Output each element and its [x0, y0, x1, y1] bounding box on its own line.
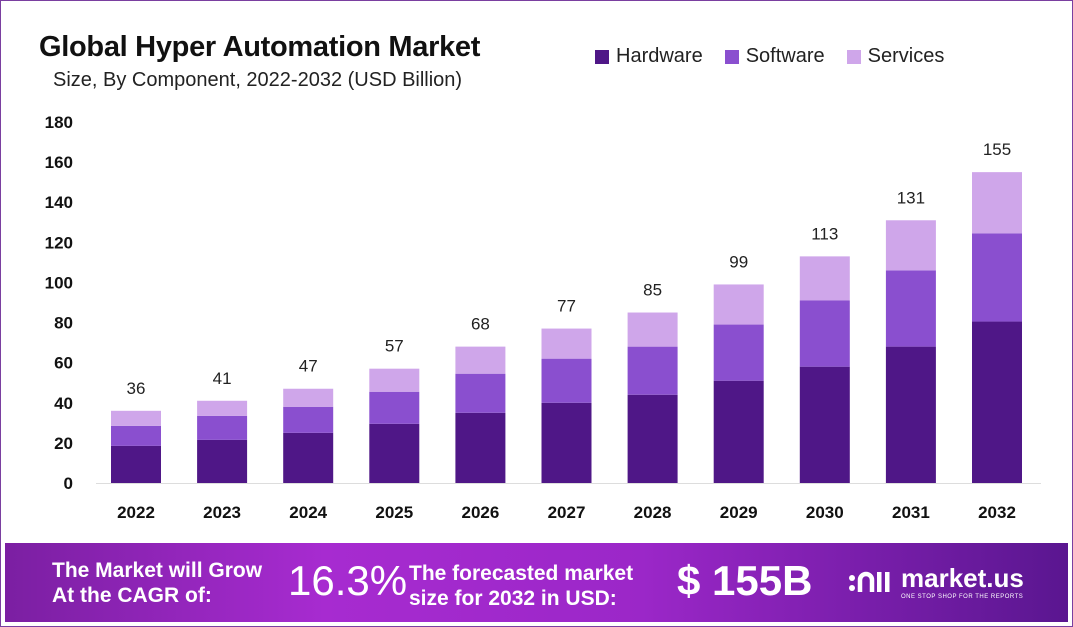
- x-tick-label: 2026: [461, 503, 499, 522]
- marketus-logo: market.us ONE STOP SHOP FOR THE REPORTS: [847, 563, 1024, 600]
- y-tick-label: 60: [54, 354, 73, 373]
- bar-segment-services: [885, 220, 936, 271]
- x-tick-label: 2031: [892, 503, 930, 522]
- bar-segment-services: [369, 368, 420, 392]
- bar-segment-software: [197, 415, 248, 440]
- bar-segment-hardware: [111, 445, 161, 483]
- bar-segment-services: [455, 346, 506, 374]
- total-label: 47: [299, 357, 318, 376]
- total-label: 99: [729, 252, 748, 271]
- bar-segment-software: [541, 358, 592, 403]
- bar-segment-hardware: [885, 346, 936, 483]
- bar-segment-software: [283, 406, 334, 433]
- legend-label: Software: [745, 45, 825, 67]
- bar-segment-services: [197, 400, 248, 416]
- bar-segment-services: [627, 312, 678, 347]
- footer-banner: The Market will Grow At the CAGR of: 16.3…: [5, 543, 1068, 622]
- total-label: 131: [897, 188, 925, 207]
- bar-segment-software: [713, 324, 764, 381]
- legend-item-software: Software: [724, 45, 825, 68]
- bar-segment-hardware: [627, 394, 678, 483]
- total-label: 113: [811, 224, 838, 243]
- chart-title: Global Hyper Automation Market: [39, 31, 481, 63]
- x-tick-label: 2028: [634, 503, 672, 522]
- bar-segment-services: [541, 328, 592, 359]
- bar-segment-software: [627, 346, 678, 395]
- bar-segment-software: [799, 300, 850, 367]
- bar-segment-hardware: [369, 423, 420, 483]
- total-label: 41: [213, 369, 232, 388]
- forecast-label: The forecasted market size for 2032 in US…: [409, 562, 634, 610]
- bar-segment-services: [111, 410, 161, 426]
- total-label: 36: [127, 379, 146, 398]
- bar-segment-software: [455, 373, 506, 413]
- legend: Hardware Software Services: [595, 45, 944, 68]
- bar-segment-hardware: [197, 439, 248, 483]
- bar-chart: 0 20 40 60 80 100 120 140 160 180 36 2022 41 2023 47 20…: [45, 113, 1041, 522]
- legend-swatch: [595, 49, 609, 64]
- bar-segment-software: [885, 270, 936, 347]
- x-tick-label: 2025: [375, 503, 413, 522]
- legend-item-hardware: Hardware: [595, 45, 703, 68]
- bar-segment-services: [713, 284, 764, 325]
- legend-item-services: Services: [846, 45, 945, 68]
- total-label: 77: [557, 297, 576, 316]
- bar-segment-services: [972, 172, 1022, 234]
- x-tick-label: 2030: [806, 503, 844, 522]
- bar-segment-software: [972, 233, 1022, 322]
- y-tick-label: 120: [45, 233, 73, 252]
- bar-segment-hardware: [541, 402, 592, 483]
- y-tick-label: 100: [45, 273, 73, 292]
- bar-segment-services: [283, 388, 334, 407]
- total-label: 57: [385, 337, 404, 356]
- x-tick-label: 2032: [978, 503, 1016, 522]
- y-tick-label: 80: [54, 314, 73, 333]
- forecast-value: $ 155B: [677, 557, 813, 604]
- x-tick-label: 2029: [720, 503, 758, 522]
- legend-label: Services: [867, 45, 945, 67]
- x-tick-label: 2023: [203, 503, 241, 522]
- y-tick-label: 160: [45, 153, 73, 172]
- bar-segment-hardware: [972, 321, 1022, 483]
- chart-subtitle: Size, By Component, 2022-2032 (USD Billi…: [53, 69, 463, 91]
- y-tick-label: 40: [54, 394, 73, 413]
- cagr-value: 16.3%: [288, 557, 408, 604]
- legend-swatch: [724, 49, 739, 64]
- bar-segment-hardware: [799, 366, 850, 483]
- y-tick-label: 20: [54, 434, 73, 453]
- x-tick-label: 2027: [548, 503, 586, 522]
- y-tick-label: 0: [64, 474, 73, 493]
- legend-label: Hardware: [616, 45, 703, 67]
- x-tick-label: 2024: [289, 503, 327, 522]
- logo-icon: [849, 571, 890, 592]
- bar-segment-hardware: [455, 412, 506, 483]
- bar-segment-software: [111, 425, 161, 446]
- bar-segment-hardware: [283, 432, 334, 483]
- total-label: 68: [471, 315, 490, 334]
- bar-segment-software: [369, 391, 420, 424]
- legend-swatch: [846, 49, 861, 64]
- bar-segment-services: [799, 256, 850, 301]
- y-tick-label: 140: [45, 193, 73, 212]
- x-tick-label: 2022: [117, 503, 155, 522]
- cagr-label: The Market will Grow At the CAGR of:: [52, 559, 263, 607]
- total-label: 85: [643, 281, 662, 300]
- total-label: 155: [983, 140, 1011, 159]
- y-tick-label: 180: [45, 113, 73, 132]
- bar-segment-hardware: [713, 380, 764, 483]
